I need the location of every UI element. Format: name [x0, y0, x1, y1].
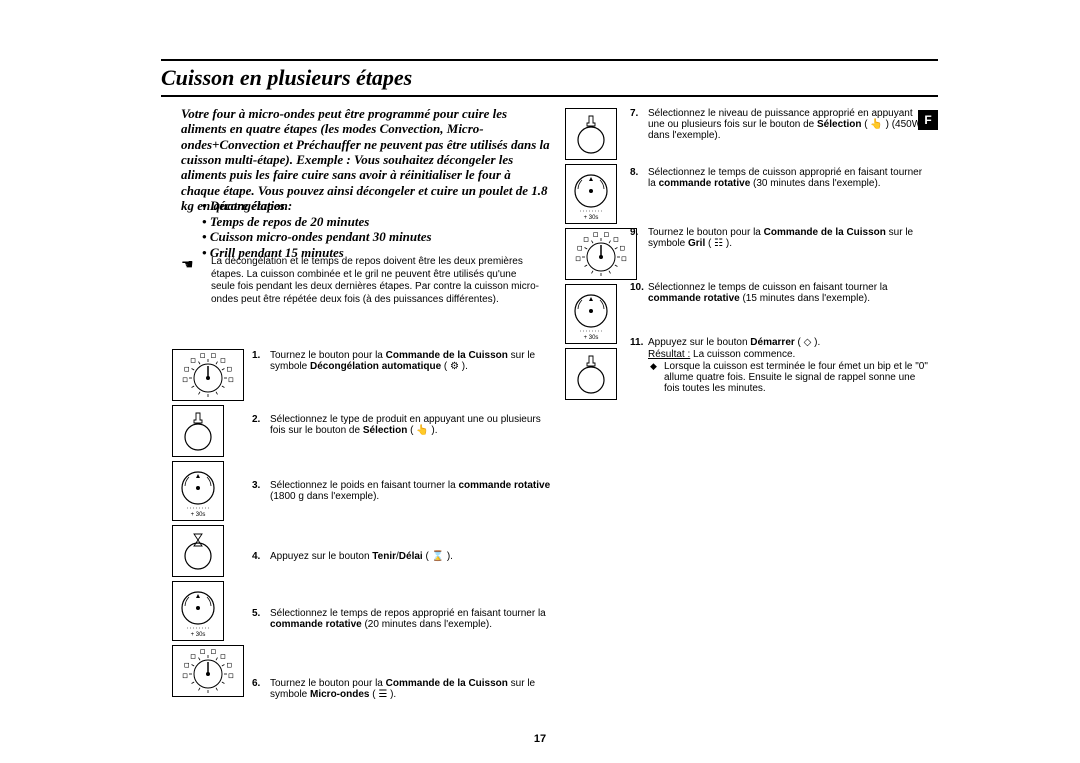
step: 9.Tournez le bouton pour la Commande de …: [630, 227, 930, 249]
dial30-icon: + 30s: [172, 581, 224, 641]
step: 7.Sélectionnez le niveau de puissance ap…: [630, 108, 930, 141]
dial30-icon: + 30s: [172, 461, 224, 521]
svg-text:+ 30s: + 30s: [191, 632, 206, 638]
page-number: 17: [0, 733, 1080, 745]
press-icon: [172, 405, 224, 457]
dial30-icon: + 30s: [565, 164, 617, 224]
step-text: Sélectionnez le niveau de puissance appr…: [648, 108, 930, 141]
svg-text:+ 30s: + 30s: [584, 335, 599, 341]
step-number: 4.: [252, 551, 270, 562]
bullet-item: Cuisson micro-ondes pendant 30 minutes: [196, 229, 556, 245]
step-number: 2.: [252, 414, 270, 425]
steps-column-right: 7.Sélectionnez le niveau de puissance ap…: [630, 108, 930, 394]
step-number: 5.: [252, 608, 270, 619]
icon-column-right: + 30s + 30s: [565, 108, 637, 404]
note-row: ☚ La décongélation et le temps de repos …: [181, 256, 543, 306]
step-text: Appuyez sur le bouton Démarrer ( ◇ ).: [648, 337, 930, 348]
step: 1.Tournez le bouton pour la Commande de …: [252, 350, 556, 372]
step-text: Tournez le bouton pour la Commande de la…: [270, 350, 556, 372]
step: 5.Sélectionnez le temps de repos appropr…: [252, 608, 556, 630]
step: 8.Sélectionnez le temps de cuisson appro…: [630, 167, 930, 189]
step: 10.Sélectionnez le temps de cuisson en f…: [630, 282, 930, 304]
step-text: Tournez le bouton pour la Commande de la…: [648, 227, 930, 249]
step: 2.Sélectionnez le type de produit en app…: [252, 414, 556, 436]
step-text: Sélectionnez le temps de cuisson appropr…: [648, 167, 930, 189]
step-text: Sélectionnez le temps de cuisson en fais…: [648, 282, 930, 304]
press-icon: [565, 348, 617, 400]
step-text: Sélectionnez le type de produit en appuy…: [270, 414, 556, 436]
svg-text:+ 30s: + 30s: [584, 215, 599, 221]
icon-column-left: + 30s + 30s: [172, 349, 244, 701]
dial-full-icon: [565, 228, 637, 280]
step-number: 8.: [630, 167, 648, 178]
step: 6.Tournez le bouton pour la Commande de …: [252, 678, 556, 700]
step-text: Sélectionnez le temps de repos approprié…: [270, 608, 556, 630]
step-result: Résultat : La cuisson commence.: [648, 349, 930, 360]
step-text: Sélectionnez le poids en faisant tourner…: [270, 480, 556, 502]
step: 4.Appuyez sur le bouton Tenir/Délai ( ⌛ …: [252, 551, 556, 562]
press-icon: [565, 108, 617, 160]
step-number: 3.: [252, 480, 270, 491]
dial-full-icon: [172, 349, 244, 401]
note-text: La décongélation et le temps de repos do…: [211, 256, 543, 306]
step-number: 11.: [630, 337, 648, 348]
rule-under-title: [161, 95, 938, 97]
step-result-detail: Lorsque la cuisson est terminée le four …: [664, 361, 930, 394]
step: 11.Appuyez sur le bouton Démarrer ( ◇ ).: [630, 337, 930, 348]
pointing-hand-icon: ☚: [181, 256, 194, 274]
step-number: 6.: [252, 678, 270, 689]
hourglass-icon: [172, 525, 224, 577]
page-title: Cuisson en plusieurs étapes: [161, 65, 412, 91]
step-number: 1.: [252, 350, 270, 361]
rule-top: [161, 59, 938, 61]
step-text: Tournez le bouton pour la Commande de la…: [270, 678, 556, 700]
step-number: 10.: [630, 282, 648, 293]
bullet-item: Décongélation: [196, 198, 556, 214]
dial-full-icon: [172, 645, 244, 697]
steps-column-left: 1.Tournez le bouton pour la Commande de …: [252, 350, 556, 700]
step-number: 9.: [630, 227, 648, 238]
bullet-list: DécongélationTemps de repos de 20 minute…: [196, 198, 556, 260]
step-number: 7.: [630, 108, 648, 119]
step-text: Appuyez sur le bouton Tenir/Délai ( ⌛ ).: [270, 551, 556, 562]
dial30-icon: + 30s: [565, 284, 617, 344]
step: 3.Sélectionnez le poids en faisant tourn…: [252, 480, 556, 502]
svg-text:+ 30s: + 30s: [191, 512, 206, 518]
bullet-item: Temps de repos de 20 minutes: [196, 214, 556, 230]
